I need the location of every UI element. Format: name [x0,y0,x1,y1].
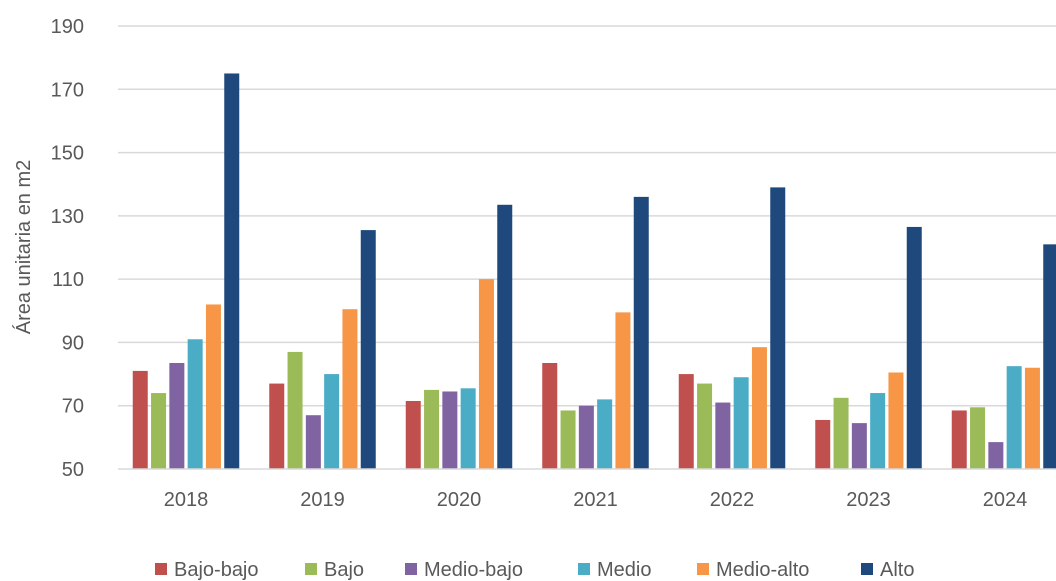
bar [815,419,831,469]
bar [833,397,849,469]
bar [205,304,221,469]
bar [751,347,767,469]
y-axis-title: Área unitaria en m2 [12,160,35,335]
legend-label: Bajo-bajo [174,559,259,581]
bar [460,388,476,469]
x-tick-label: 2024 [983,489,1028,511]
legend-swatch [578,563,590,575]
bar [733,377,749,469]
x-tick-label: 2023 [846,489,891,511]
y-tick-label: 50 [62,459,84,481]
bar [1024,367,1040,469]
bar [305,415,321,469]
bar [269,383,285,469]
bar [151,393,167,469]
bar [770,187,786,469]
bar [1043,244,1056,469]
x-tick-label: 2022 [710,489,755,511]
x-tick-label: 2021 [573,489,618,511]
legend-swatch [405,563,417,575]
x-axis-ticks: 2018 2019 2020 2021 2022 2023 2024 [164,489,1028,511]
bar [224,73,240,469]
x-tick-label: 2020 [437,489,482,511]
bar [542,362,558,469]
bar [970,407,986,469]
legend-swatch [861,563,873,575]
bar [342,309,358,469]
bar [615,312,631,469]
bar [578,405,594,469]
bar [424,389,440,469]
bar [497,204,513,469]
bar [1006,366,1022,469]
legend-swatch [697,563,709,575]
bar [169,362,185,469]
x-tick-label: 2019 [300,489,345,511]
legend-swatch [155,563,167,575]
y-tick-label: 130 [51,206,84,228]
bar [478,279,494,469]
legend-label: Medio [597,559,651,581]
bar [715,402,731,469]
bar [442,391,458,469]
x-tick-label: 2018 [164,489,209,511]
legend: Bajo-bajo Bajo Medio-bajo Medio Medio-alto Al… [155,559,914,581]
bar [132,370,148,469]
legend-label: Bajo [324,559,364,581]
y-tick-label: 150 [51,143,84,165]
legend-label: Alto [880,559,914,581]
bar [360,230,376,469]
bar [324,374,340,469]
bars [132,73,1056,469]
bar [988,442,1004,469]
bar [906,226,922,469]
bar [287,351,303,469]
y-tick-label: 190 [51,16,84,38]
bar [888,372,904,469]
y-tick-label: 70 [62,396,84,418]
bar [187,339,203,469]
legend-label: Medio-bajo [424,559,523,581]
y-tick-label: 170 [51,79,84,101]
legend-label: Medio-alto [716,559,809,581]
bar [560,410,576,469]
legend-swatch [305,563,317,575]
bar [870,393,886,469]
gridlines [118,25,1056,407]
bar [951,410,967,469]
y-axis-ticks: 50 70 90 110 130 150 170 190 [51,16,84,481]
y-tick-label: 90 [62,332,84,354]
bar [405,400,421,469]
bar [678,374,694,469]
bar [597,399,613,469]
y-tick-label: 110 [52,269,84,291]
bar [633,196,649,469]
bar [851,423,867,469]
bar [697,383,713,469]
